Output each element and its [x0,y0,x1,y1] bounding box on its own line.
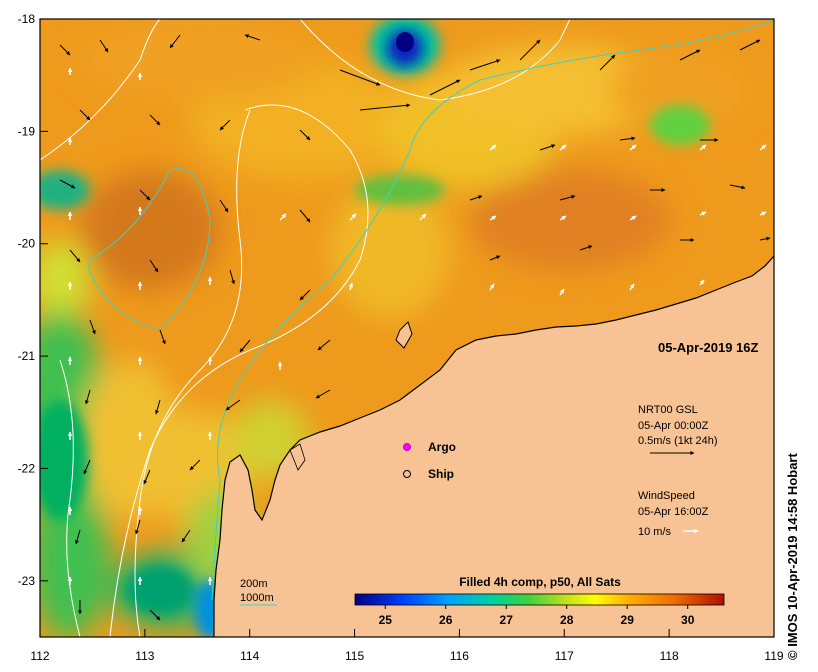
axis-ticks: 112 113 114 115 116 117 118 119 -18 -19 -20 -21 -22 -… [18,12,784,663]
wind-legend-scale: 10 m/s [638,526,672,538]
isobath-legend: 200m 1000m [240,578,277,606]
lat-tick-label: -22 [18,461,36,475]
current-legend-time: 05-Apr 00:00Z [638,420,709,432]
isobath-200-label: 200m [240,578,268,590]
wind-legend-time: 05-Apr 16:00Z [638,506,709,518]
colorbar-gradient [354,593,725,606]
lat-tick-label: -23 [18,574,36,588]
current-vectors [59,34,771,621]
date-label: 05-Apr-2019 16Z [658,340,758,355]
lon-tick-label: 113 [135,649,154,663]
wind-legend-title: WindSpeed [638,490,695,502]
argo-marker-icon [403,443,411,451]
lon-tick-label: 112 [30,649,49,663]
map-frame [39,18,775,638]
ship-marker-icon [403,470,411,478]
colorbar-tick-label: 25 [379,613,393,627]
side-credit: © IMOS 10-Apr-2019 14:58 Hobart [785,453,800,660]
lat-tick-label: -19 [18,124,36,138]
colorbar: Filled 4h comp, p50, All Sats 25 26 27 28 29… [354,575,725,627]
colorbar-tick-label: 29 [621,613,635,627]
colorbar-tick-label: 30 [681,613,695,627]
isobaths [40,19,774,637]
lon-tick-label: 119 [764,649,783,663]
ship-label: Ship [428,467,454,481]
argo-label: Argo [428,440,456,454]
coastline [213,255,774,637]
lon-tick-label: 116 [450,649,469,663]
lat-tick-label: -20 [18,237,36,251]
lon-tick-label: 117 [555,649,574,663]
sst-field: 05-Apr-2019 16Z Argo Ship NRT00 GSL 05-A… [40,19,774,637]
lon-tick-label: 114 [240,649,259,663]
lat-tick-label: -18 [18,12,36,26]
colorbar-tick-label: 26 [439,613,453,627]
wind-legend: WindSpeed 05-Apr 16:00Z 10 m/s [638,490,709,538]
current-legend: NRT00 GSL 05-Apr 00:00Z 0.5m/s (1kt 24h) [638,404,717,455]
isobath-1000-label: 1000m [240,592,274,604]
current-legend-scale: 0.5m/s (1kt 24h) [638,435,717,447]
land [214,256,774,637]
wind-vectors [67,67,767,585]
colorbar-tick-label: 28 [560,613,574,627]
lon-tick-label: 118 [660,649,679,663]
colorbar-tick-label: 27 [500,613,514,627]
lon-tick-label: 115 [345,649,364,663]
colorbar-title: Filled 4h comp, p50, All Sats [459,575,621,589]
current-legend-title: NRT00 GSL [638,404,698,416]
marker-legend: Argo Ship [403,440,456,481]
lat-tick-label: -21 [18,349,36,363]
